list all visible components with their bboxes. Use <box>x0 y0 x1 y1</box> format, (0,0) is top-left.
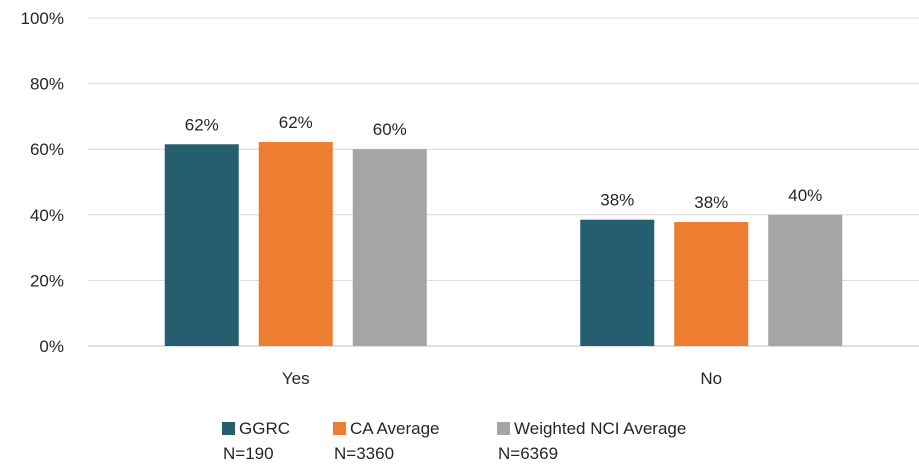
y-axis: 0% 20% 40% 60% 80% 100% <box>21 9 64 356</box>
legend-swatch <box>222 422 235 435</box>
bar <box>580 219 655 346</box>
legend-item: GGRC N=190 <box>222 419 290 463</box>
legend-sample-size: N=190 <box>223 444 274 463</box>
x-axis: Yes No <box>282 369 722 388</box>
bar <box>768 214 843 346</box>
legend-swatch <box>333 422 346 435</box>
data-label: 40% <box>788 186 822 205</box>
legend-item: Weighted NCI Average N=6369 <box>497 419 686 463</box>
bar <box>352 149 427 346</box>
data-label: 62% <box>279 113 313 132</box>
y-tick-label: 60% <box>30 140 64 159</box>
y-tick-label: 80% <box>30 75 64 94</box>
legend-label: CA Average <box>350 419 439 438</box>
data-label: 38% <box>694 193 728 212</box>
y-tick-label: 0% <box>39 337 64 356</box>
y-tick-label: 100% <box>21 9 64 28</box>
legend-item: CA Average N=3360 <box>333 419 439 463</box>
data-label: 62% <box>185 115 219 134</box>
y-tick-label: 40% <box>30 206 64 225</box>
data-label: 60% <box>373 120 407 139</box>
bar <box>674 222 749 346</box>
legend-label: GGRC <box>239 419 290 438</box>
y-tick-label: 20% <box>30 271 64 290</box>
x-category-label: No <box>700 369 722 388</box>
legend-label: Weighted NCI Average <box>514 419 686 438</box>
bar <box>258 141 333 346</box>
legend-swatch <box>497 422 510 435</box>
bars: 62% 62% 60% 38% 38% 40% <box>164 113 843 346</box>
legend: GGRC N=190 CA Average N=3360 Weighted NCI Av… <box>222 419 686 463</box>
data-label: 38% <box>600 191 634 210</box>
legend-sample-size: N=3360 <box>334 444 394 463</box>
x-category-label: Yes <box>282 369 310 388</box>
legend-sample-size: N=6369 <box>498 444 558 463</box>
bar <box>164 144 239 346</box>
